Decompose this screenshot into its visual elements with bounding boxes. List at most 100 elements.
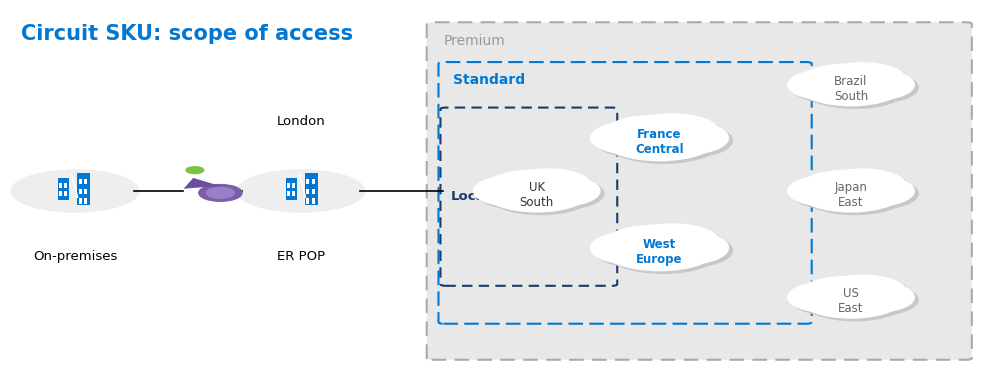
FancyBboxPatch shape — [58, 178, 69, 200]
Circle shape — [601, 115, 718, 161]
Circle shape — [643, 121, 729, 154]
Circle shape — [509, 172, 596, 205]
Circle shape — [788, 70, 866, 100]
Circle shape — [643, 231, 729, 264]
Circle shape — [792, 285, 870, 315]
Text: Premium: Premium — [443, 34, 505, 48]
FancyBboxPatch shape — [608, 250, 719, 256]
Circle shape — [801, 279, 909, 320]
Circle shape — [836, 176, 914, 206]
FancyBboxPatch shape — [427, 22, 972, 360]
FancyBboxPatch shape — [304, 173, 318, 205]
Text: US
East: US East — [838, 287, 864, 315]
Circle shape — [797, 64, 905, 106]
FancyBboxPatch shape — [604, 248, 715, 253]
FancyBboxPatch shape — [84, 189, 87, 194]
FancyBboxPatch shape — [804, 87, 906, 92]
FancyBboxPatch shape — [306, 199, 309, 204]
FancyBboxPatch shape — [64, 183, 67, 188]
FancyBboxPatch shape — [490, 193, 592, 198]
Circle shape — [802, 277, 879, 308]
Circle shape — [629, 227, 724, 263]
Circle shape — [625, 224, 720, 261]
Circle shape — [801, 66, 909, 108]
Circle shape — [505, 169, 592, 202]
Circle shape — [601, 225, 718, 270]
Circle shape — [605, 226, 690, 259]
Circle shape — [629, 117, 724, 153]
Circle shape — [595, 124, 680, 157]
Text: Local: Local — [451, 190, 491, 203]
FancyBboxPatch shape — [59, 183, 62, 188]
FancyBboxPatch shape — [79, 179, 82, 184]
FancyBboxPatch shape — [306, 179, 309, 184]
Circle shape — [792, 179, 870, 209]
Ellipse shape — [237, 170, 364, 212]
Circle shape — [487, 173, 595, 215]
FancyBboxPatch shape — [59, 191, 62, 196]
Circle shape — [820, 63, 906, 96]
Circle shape — [491, 174, 568, 204]
FancyBboxPatch shape — [800, 84, 902, 89]
FancyBboxPatch shape — [84, 199, 87, 204]
FancyBboxPatch shape — [486, 191, 588, 196]
FancyBboxPatch shape — [604, 138, 715, 143]
Circle shape — [788, 282, 866, 312]
FancyBboxPatch shape — [64, 191, 67, 196]
Ellipse shape — [11, 170, 139, 212]
Circle shape — [625, 114, 720, 151]
Circle shape — [605, 116, 690, 149]
Circle shape — [802, 171, 879, 201]
Circle shape — [522, 176, 600, 206]
Text: West
Europe: West Europe — [636, 238, 683, 265]
FancyBboxPatch shape — [800, 297, 902, 302]
Circle shape — [605, 118, 722, 163]
Circle shape — [820, 169, 906, 202]
Text: Circuit SKU: scope of access: Circuit SKU: scope of access — [21, 24, 354, 44]
Circle shape — [478, 179, 556, 209]
Polygon shape — [183, 178, 220, 189]
Circle shape — [802, 65, 879, 95]
Text: London: London — [277, 115, 325, 128]
Text: ER POP: ER POP — [277, 250, 325, 263]
Text: Brazil
South: Brazil South — [834, 74, 868, 103]
FancyBboxPatch shape — [288, 183, 290, 188]
Text: On-premises: On-premises — [33, 250, 117, 263]
Circle shape — [823, 278, 910, 311]
Circle shape — [823, 66, 910, 99]
FancyBboxPatch shape — [293, 191, 295, 196]
Circle shape — [647, 124, 733, 157]
Circle shape — [647, 234, 733, 267]
Circle shape — [788, 176, 866, 206]
FancyBboxPatch shape — [286, 178, 296, 200]
Text: France
Central: France Central — [635, 128, 684, 156]
Circle shape — [487, 171, 564, 201]
Circle shape — [605, 228, 722, 273]
Circle shape — [806, 68, 883, 98]
FancyBboxPatch shape — [608, 140, 719, 146]
FancyBboxPatch shape — [77, 173, 90, 205]
FancyBboxPatch shape — [312, 189, 315, 194]
Circle shape — [797, 276, 905, 318]
Circle shape — [801, 173, 909, 215]
Circle shape — [526, 179, 604, 209]
Circle shape — [840, 73, 918, 102]
Circle shape — [820, 275, 906, 309]
Circle shape — [806, 280, 883, 310]
Circle shape — [591, 231, 676, 264]
FancyBboxPatch shape — [79, 189, 82, 194]
Circle shape — [840, 179, 918, 209]
Text: Japan
East: Japan East — [834, 181, 868, 209]
FancyBboxPatch shape — [804, 193, 906, 198]
Circle shape — [836, 282, 914, 312]
Circle shape — [207, 188, 234, 198]
Circle shape — [836, 70, 914, 100]
Circle shape — [806, 174, 883, 204]
Circle shape — [840, 285, 918, 315]
Text: Standard: Standard — [453, 73, 525, 87]
FancyBboxPatch shape — [288, 191, 290, 196]
FancyBboxPatch shape — [306, 189, 309, 194]
Circle shape — [797, 170, 905, 212]
FancyBboxPatch shape — [84, 179, 87, 184]
Circle shape — [792, 73, 870, 102]
